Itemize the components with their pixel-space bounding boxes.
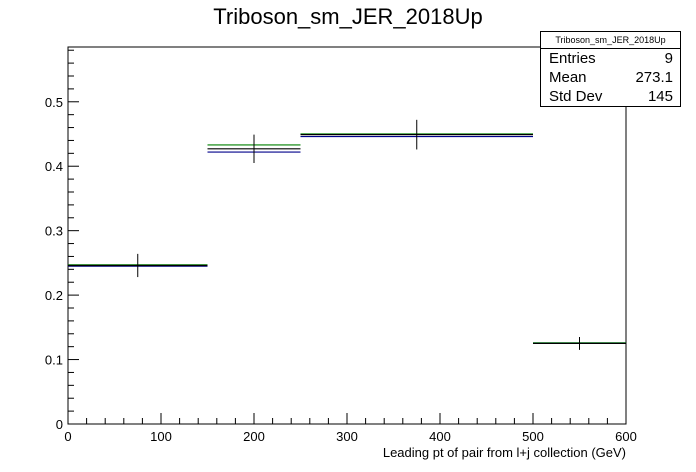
stats-label: Std Dev bbox=[549, 88, 603, 105]
x-axis-label: Leading pt of pair from l+j collection (… bbox=[383, 445, 626, 460]
stats-value: 145 bbox=[647, 88, 673, 105]
stats-label: Mean bbox=[549, 69, 587, 86]
axes: 0 100 200 300 400 500 600 0 0.1 0.2 0.3 0.4 0.5 bbox=[45, 49, 637, 444]
stats-row-stddev: Std Dev 145 bbox=[541, 87, 680, 106]
y-tick-label: 0.2 bbox=[45, 288, 63, 303]
stats-title: Triboson_sm_JER_2018Up bbox=[541, 32, 680, 49]
series-layer bbox=[68, 119, 626, 350]
x-tick-label: 200 bbox=[243, 429, 265, 444]
x-tick-label: 400 bbox=[429, 429, 451, 444]
stats-label: Entries bbox=[549, 50, 596, 67]
x-tick-label: 0 bbox=[64, 429, 71, 444]
y-tick-label: 0 bbox=[56, 417, 63, 432]
y-tick-label: 0.4 bbox=[45, 159, 63, 174]
x-tick-label: 500 bbox=[522, 429, 544, 444]
stats-value: 9 bbox=[664, 50, 673, 67]
y-tick-label: 0.1 bbox=[45, 353, 63, 368]
y-tick-label: 0.3 bbox=[45, 224, 63, 239]
stats-row-entries: Entries 9 bbox=[541, 49, 680, 68]
stats-row-mean: Mean 273.1 bbox=[541, 68, 680, 87]
x-tick-label: 600 bbox=[615, 429, 637, 444]
chart-title: Triboson_sm_JER_2018Up bbox=[213, 4, 482, 29]
stats-box: Triboson_sm_JER_2018Up Entries 9 Mean 27… bbox=[540, 31, 681, 107]
stats-value: 273.1 bbox=[635, 69, 673, 86]
x-tick-label: 100 bbox=[150, 429, 172, 444]
x-tick-label: 300 bbox=[336, 429, 358, 444]
y-tick-label: 0.5 bbox=[45, 95, 63, 110]
